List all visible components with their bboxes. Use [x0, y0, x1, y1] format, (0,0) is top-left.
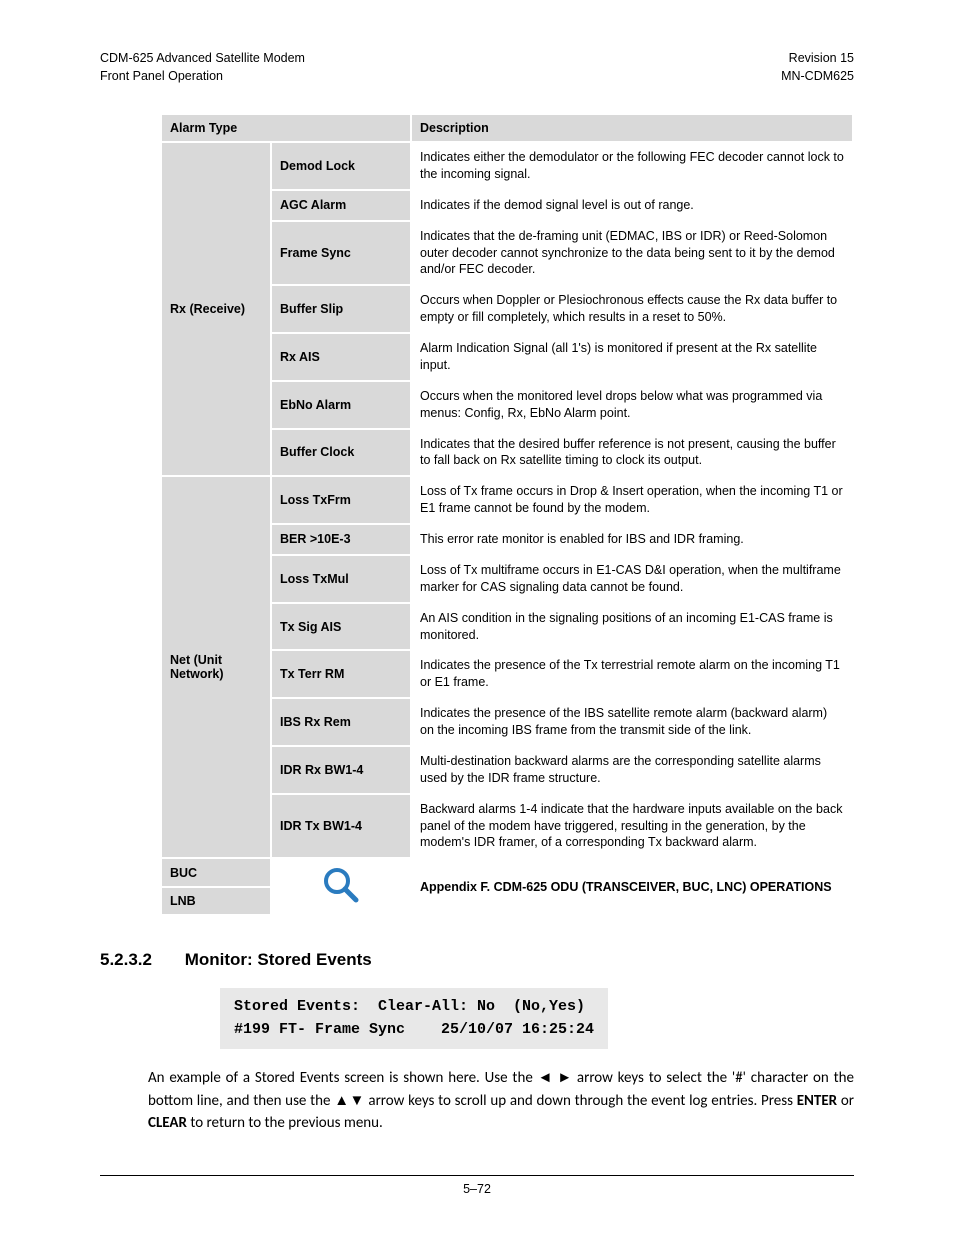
alarm-desc: Indicates if the demod signal level is o… — [411, 190, 853, 221]
alarm-desc: Alarm Indication Signal (all 1's) is mon… — [411, 333, 853, 381]
table-header-row: Alarm Type Description — [161, 114, 853, 142]
alarm-desc: Indicates the presence of the IBS satell… — [411, 698, 853, 746]
magnifier-icon — [321, 865, 361, 908]
alarm-sub: IDR Tx BW1-4 — [271, 794, 411, 859]
header-revision: Revision 15 — [781, 50, 854, 68]
header-right: Revision 15 MN-CDM625 — [781, 50, 854, 85]
alarm-desc: Loss of Tx multiframe occurs in E1-CAS D… — [411, 555, 853, 603]
category-buc: BUC — [161, 858, 271, 887]
alarm-sub: IDR Rx BW1-4 — [271, 746, 411, 794]
col-description: Description — [411, 114, 853, 142]
header-docnum: MN-CDM625 — [781, 68, 854, 86]
page-number: 5–72 — [100, 1182, 854, 1196]
key-enter: ENTER — [797, 1092, 837, 1110]
alarm-desc: An AIS condition in the signaling positi… — [411, 603, 853, 651]
header-product: CDM-625 Advanced Satellite Modem — [100, 50, 305, 68]
alarm-sub: Tx Terr RM — [271, 650, 411, 698]
lcd-line1: Stored Events: Clear-All: No (No,Yes) — [234, 998, 585, 1015]
alarm-desc: Occurs when the monitored level drops be… — [411, 381, 853, 429]
alarm-sub: Demod Lock — [271, 142, 411, 190]
table-row: Net (Unit Network) Loss TxFrm Loss of Tx… — [161, 476, 853, 524]
alarm-sub: Buffer Clock — [271, 429, 411, 477]
arrows-up-down-icon: ▲▼ — [334, 1092, 364, 1110]
para-text: arrow keys to scroll up and down through… — [365, 1092, 797, 1110]
alarm-sub: AGC Alarm — [271, 190, 411, 221]
table-row: Rx (Receive) Demod Lock Indicates either… — [161, 142, 853, 190]
alarm-table: Alarm Type Description Rx (Receive) Demo… — [160, 113, 854, 916]
header-section: Front Panel Operation — [100, 68, 305, 86]
appendix-reference: Appendix F. CDM-625 ODU (TRANSCEIVER, BU… — [411, 858, 853, 915]
key-clear: CLEAR — [148, 1114, 187, 1132]
alarm-sub: Frame Sync — [271, 221, 411, 286]
para-text: to return to the previous menu. — [187, 1114, 383, 1132]
alarm-desc: Backward alarms 1-4 indicate that the ha… — [411, 794, 853, 859]
alarm-sub: Buffer Slip — [271, 285, 411, 333]
alarm-sub: Loss TxMul — [271, 555, 411, 603]
para-text: An example of a Stored Events screen is … — [148, 1069, 538, 1087]
body-paragraph: An example of a Stored Events screen is … — [148, 1067, 854, 1135]
arrows-left-right-icon: ◄ ► — [538, 1069, 573, 1087]
alarm-sub: Loss TxFrm — [271, 476, 411, 524]
col-alarm-type: Alarm Type — [161, 114, 411, 142]
lcd-line2: #199 FT- Frame Sync 25/10/07 16:25:24 — [234, 1021, 594, 1038]
header-left: CDM-625 Advanced Satellite Modem Front P… — [100, 50, 305, 85]
section-number: 5.2.3.2 — [100, 950, 180, 970]
section-heading: 5.2.3.2 Monitor: Stored Events — [100, 950, 854, 970]
category-net: Net (Unit Network) — [161, 476, 271, 858]
alarm-desc: Indicates either the demodulator or the … — [411, 142, 853, 190]
alarm-sub: BER >10E-3 — [271, 524, 411, 555]
table-row: BUC Appendix F. CDM-625 ODU (TRANSCEIVER… — [161, 858, 853, 887]
alarm-desc: Occurs when Doppler or Plesiochronous ef… — [411, 285, 853, 333]
magnifier-cell — [271, 858, 411, 915]
alarm-desc: Loss of Tx frame occurs in Drop & Insert… — [411, 476, 853, 524]
alarm-desc: Indicates that the de-framing unit (EDMA… — [411, 221, 853, 286]
category-rx: Rx (Receive) — [161, 142, 271, 476]
alarm-desc: Indicates that the desired buffer refere… — [411, 429, 853, 477]
lcd-display: Stored Events: Clear-All: No (No,Yes) #1… — [220, 988, 608, 1049]
category-lnb: LNB — [161, 887, 271, 916]
alarm-sub: Tx Sig AIS — [271, 603, 411, 651]
footer-rule — [100, 1175, 854, 1176]
alarm-sub: EbNo Alarm — [271, 381, 411, 429]
alarm-sub: IBS Rx Rem — [271, 698, 411, 746]
para-text: or — [837, 1092, 854, 1110]
alarm-sub: Rx AIS — [271, 333, 411, 381]
page-header: CDM-625 Advanced Satellite Modem Front P… — [100, 50, 854, 85]
alarm-desc: This error rate monitor is enabled for I… — [411, 524, 853, 555]
alarm-desc: Indicates the presence of the Tx terrest… — [411, 650, 853, 698]
alarm-desc: Multi-destination backward alarms are th… — [411, 746, 853, 794]
section-title: Monitor: Stored Events — [185, 950, 372, 969]
